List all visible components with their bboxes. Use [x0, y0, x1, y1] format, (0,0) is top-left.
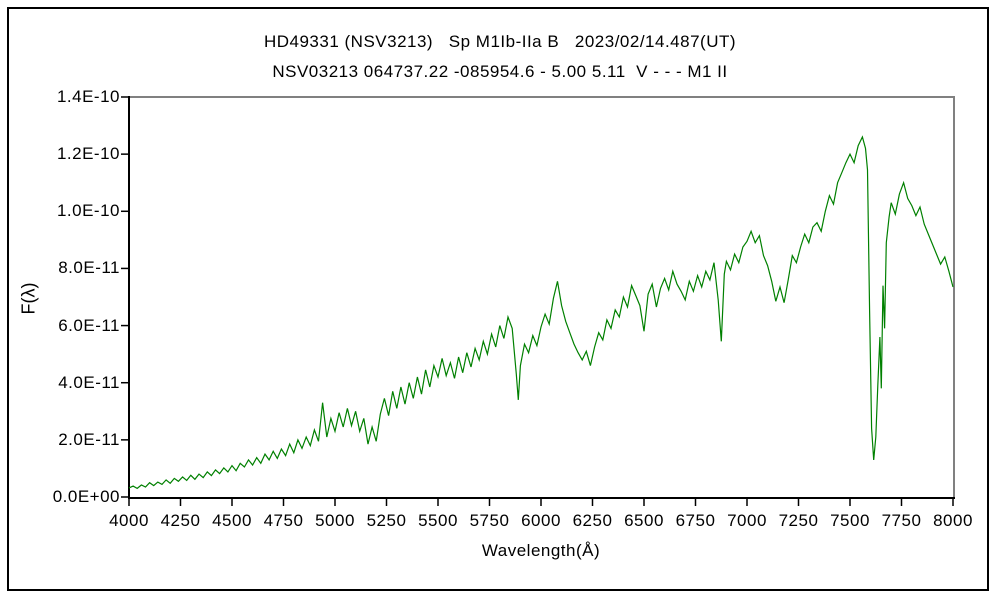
x-tick-label: 8000 [933, 511, 973, 530]
y-axis-title: F(λ) [18, 282, 39, 315]
y-tick-label: 1.4E-10 [56, 87, 120, 106]
x-tick-label: 7000 [727, 511, 767, 530]
y-tick-label: 6.0E-11 [58, 315, 120, 335]
x-tick-label: 7750 [881, 511, 922, 530]
x-tick-label: 4750 [263, 511, 304, 530]
chart-title: HD49331 (NSV3213) Sp M1Ib-IIa B 2023/02/… [263, 32, 737, 51]
image-border [7, 7, 989, 591]
spectrum-flux-line [128, 135, 954, 490]
x-tick-label: 4250 [160, 511, 201, 530]
x-tick-label: 5750 [469, 511, 510, 530]
x-tick-label: 6500 [624, 511, 664, 530]
chart-subtitle: NSV03213 064737.22 -085954.6 - 5.00 5.11… [272, 62, 728, 81]
x-tick-label: 6250 [572, 511, 613, 530]
x-tick-label: 7250 [778, 511, 819, 530]
x-tick-label: 4500 [212, 511, 252, 530]
x-tick-label: 6000 [521, 511, 561, 530]
x-tick-label: 5500 [418, 511, 458, 530]
x-tick-label: 4000 [109, 511, 149, 530]
x-tick-label: 6750 [675, 511, 716, 530]
x-tick-label: 5250 [366, 511, 407, 530]
y-tick-label: 1.2E-10 [56, 144, 120, 164]
y-tick-label: 4.0E-11 [58, 372, 120, 392]
x-tick-label: 7500 [830, 511, 870, 530]
x-tick-label: 5000 [315, 511, 355, 530]
y-tick-label: 8.0E-11 [58, 258, 120, 278]
y-tick-label: 0.0E+00 [52, 487, 120, 506]
x-axis-title: Wavelength(Å) [481, 541, 601, 560]
y-tick-label: 2.0E-11 [58, 429, 120, 449]
y-tick-label: 1.0E-10 [56, 201, 120, 221]
